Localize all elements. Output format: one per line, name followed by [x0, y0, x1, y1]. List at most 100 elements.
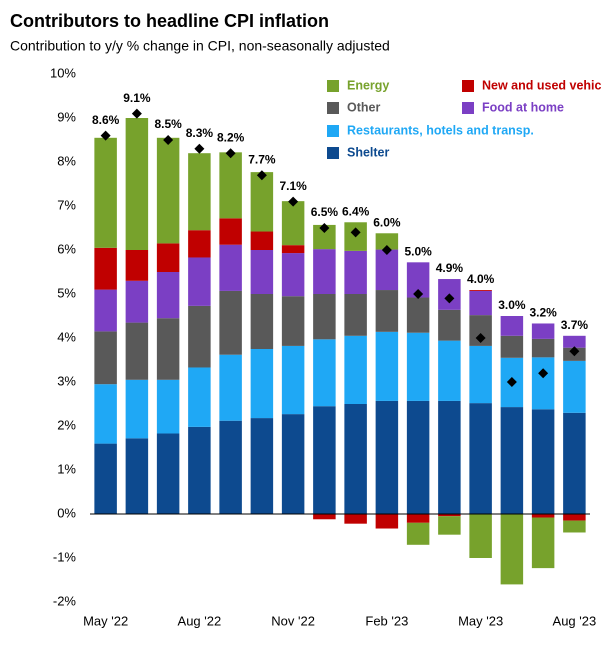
value-label: 3.2% — [529, 306, 557, 320]
bar-segment — [156, 433, 180, 514]
bar-segment — [313, 406, 336, 514]
bar-segment — [281, 245, 305, 254]
value-label: 5.0% — [404, 244, 432, 258]
legend-label: Other — [347, 100, 380, 114]
bar-segment — [469, 345, 492, 404]
value-label: 9.1% — [123, 91, 151, 105]
bar-segment — [563, 335, 586, 348]
bar-segment — [250, 294, 274, 349]
headline-marker — [194, 143, 205, 154]
bar-segment — [438, 309, 461, 341]
value-label: 3.0% — [498, 298, 526, 312]
legend-label: Shelter — [347, 145, 390, 159]
headline-marker — [413, 289, 424, 299]
bar-segment — [94, 331, 117, 385]
x-tick-label: May '23 — [458, 613, 503, 628]
x-tick-label: Nov '22 — [271, 613, 315, 628]
bar-segment — [281, 296, 305, 346]
bar-segment — [344, 335, 367, 404]
bar-segment — [406, 514, 430, 523]
bar-segment — [313, 294, 336, 340]
bar-segment — [156, 137, 180, 244]
bar-segment — [500, 316, 524, 336]
bar-segment — [500, 514, 524, 585]
bar-segment — [219, 218, 242, 245]
value-label: 8.3% — [186, 126, 214, 140]
bar-segment — [94, 384, 117, 444]
bar-segment — [94, 137, 117, 248]
bar-segment — [156, 318, 180, 380]
legend-swatch — [462, 80, 474, 92]
bar-segment — [375, 331, 399, 401]
bar-segment — [219, 290, 242, 355]
headline-marker — [381, 245, 392, 255]
bar-segment — [281, 253, 305, 297]
value-label: 6.0% — [373, 215, 401, 229]
bar-segment — [406, 400, 430, 514]
value-label: 7.7% — [248, 152, 276, 166]
bar-segment — [563, 360, 586, 413]
legend-label: New and used vehicles — [482, 78, 601, 92]
value-label: 7.1% — [279, 179, 307, 193]
bar-segment — [125, 379, 149, 439]
bar-segment — [125, 438, 149, 514]
bar-segment — [250, 349, 274, 419]
chart-title: Contributors to headline CPI inflation — [10, 11, 329, 31]
value-label: 8.2% — [217, 130, 245, 144]
bar-segment — [125, 118, 149, 250]
bar-segment — [563, 412, 586, 514]
bar-segment — [469, 514, 492, 558]
y-tick-label: 3% — [57, 373, 76, 388]
bar-segment — [281, 345, 305, 415]
bar-segment — [500, 335, 524, 358]
bar-segment — [375, 290, 399, 332]
bar-segment — [375, 233, 399, 250]
headline-marker — [100, 130, 111, 141]
bar-segment — [406, 262, 430, 298]
bar-segment — [469, 403, 492, 514]
headline-marker — [288, 196, 299, 207]
bar-segment — [250, 172, 274, 232]
bar-segment — [250, 418, 274, 514]
bar-segment — [563, 520, 586, 533]
bar-segment — [531, 357, 555, 410]
bar-segment — [375, 514, 399, 529]
x-tick-label: Feb '23 — [365, 613, 408, 628]
bar-segment — [156, 379, 180, 434]
bar-segment — [531, 409, 555, 514]
bar-segment — [469, 315, 492, 346]
bar-segment — [438, 514, 461, 517]
y-tick-label: 1% — [57, 461, 76, 476]
value-label: 6.4% — [342, 204, 370, 218]
bar-segment — [219, 354, 242, 421]
bar-segment — [125, 250, 149, 281]
y-tick-label: 9% — [57, 109, 76, 124]
y-tick-label: 5% — [57, 285, 76, 300]
legend-swatch — [327, 125, 339, 137]
legend-label: Restaurants, hotels and transp. — [347, 123, 534, 137]
headline-marker — [538, 368, 549, 379]
headline-marker — [256, 170, 267, 181]
y-tick-label: 4% — [57, 329, 76, 344]
bar-segment — [219, 152, 242, 219]
bar-segment — [250, 231, 274, 250]
bar-segment — [156, 243, 180, 272]
bar-segment — [438, 516, 461, 535]
y-tick-label: 6% — [57, 241, 76, 256]
value-label: 8.5% — [154, 117, 182, 131]
bar-segment — [438, 340, 461, 401]
legend-swatch — [327, 102, 339, 114]
bar-segment — [219, 420, 242, 514]
headline-marker — [225, 148, 236, 159]
bar-segment — [406, 332, 430, 401]
bar-segment — [250, 250, 274, 294]
bar-segment — [188, 153, 211, 231]
value-label: 4.9% — [436, 261, 464, 275]
headline-marker — [163, 135, 174, 145]
bar-segment — [94, 443, 117, 514]
bar-segment — [531, 323, 555, 339]
value-label: 4.0% — [467, 272, 495, 286]
y-tick-label: 10% — [50, 65, 76, 80]
bar-segment — [281, 201, 305, 246]
